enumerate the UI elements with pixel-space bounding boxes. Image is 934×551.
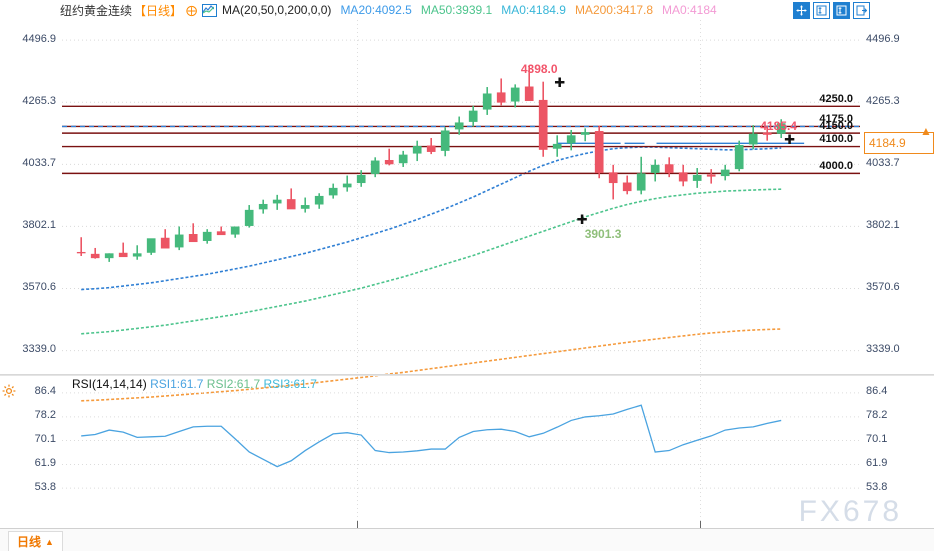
hline-label: 4000.0: [819, 159, 853, 172]
current-price-value: 4184.9: [869, 136, 906, 151]
shift-right-icon[interactable]: [853, 2, 870, 19]
price-tick-right: 3802.1: [866, 218, 900, 231]
x-tick-mark: [357, 521, 359, 531]
rsi-tick-left: 70.1: [34, 433, 56, 445]
price-tick-right: 4265.3: [866, 94, 900, 107]
crosshair-icon[interactable]: ⨁: [186, 4, 198, 17]
price-up-arrow-icon: ▲: [920, 124, 932, 139]
price-tick-left: 3570.6: [22, 281, 56, 294]
rsi-tick-right: 53.8: [866, 480, 888, 493]
watermark: FX678: [798, 495, 902, 528]
period-label: 【日线】: [134, 3, 183, 18]
ma0-pink-value: MA0:4184: [662, 3, 717, 17]
settings-sun-icon[interactable]: [2, 384, 16, 398]
rsi-series: [62, 376, 860, 528]
price-tick-right: 3339.0: [866, 343, 900, 356]
rsi-tick-left: 86.4: [34, 385, 56, 398]
period-chip[interactable]: 日线 ▲: [8, 531, 63, 551]
high-annotation: 4398.0: [520, 62, 558, 77]
price-tick-right: 4496.9: [866, 32, 900, 45]
rsi-plot-area[interactable]: [62, 376, 860, 528]
scale-left-icon[interactable]: [813, 2, 830, 19]
rsi-tick-right: 61.9: [866, 456, 888, 469]
low-marker-icon: ✚: [576, 212, 588, 228]
last-price-annotation: 4185.4: [760, 119, 797, 134]
rsi-tick-left: 53.8: [34, 480, 56, 493]
price-pane[interactable]: 4496.9 4265.3 4033.7 3802.1 3570.6 3339.0 449…: [0, 20, 934, 402]
price-tick-right: 3570.6: [866, 281, 900, 294]
price-tick-right: 4033.7: [866, 156, 900, 169]
candlestick-series: [62, 20, 860, 402]
four-arrows-icon[interactable]: [793, 2, 810, 19]
x-tick-mark: [700, 521, 702, 531]
hline-label: 4250.0: [819, 92, 853, 105]
rsi-title: RSI(14,14,14): [72, 377, 147, 391]
rsi-tick-right: 70.1: [866, 433, 888, 445]
rsi-tick-right: 78.2: [866, 409, 888, 422]
rsi-pane[interactable]: RSI(14,14,14) RSI1:61.7 RSI2:61.7 RSI3:6…: [0, 376, 934, 528]
ma50-value: MA50:3939.1: [420, 3, 493, 17]
rsi3-value: RSI3:61.7: [263, 377, 317, 391]
price-tick-left: 4496.9: [22, 32, 56, 45]
price-tick-left: 4033.7: [22, 156, 56, 169]
period-chip-arrow-icon: ▲: [45, 536, 54, 547]
rsi2-value: RSI2:61.7: [206, 377, 261, 391]
chart-header: 纽约黄金连续 【日线】 ⨁ MA(20,50,0,200,0,0) MA20:4…: [0, 0, 934, 20]
hline-label: 4175.0: [819, 112, 853, 125]
hline-label: 4100.0: [819, 133, 853, 146]
chart-toolbar: [793, 2, 870, 19]
ma0-value: MA0:4184.9: [501, 3, 566, 17]
price-plot-area[interactable]: [62, 20, 860, 402]
rsi-tick-right: 86.4: [866, 385, 888, 398]
scale-right-icon[interactable]: [833, 2, 850, 19]
ma-formula: MA(20,50,0,200,0,0): [222, 3, 332, 17]
price-tick-left: 4265.3: [22, 94, 56, 107]
symbol-name: 纽约黄金连续: [60, 3, 133, 18]
high-marker-icon: ✚: [554, 75, 566, 91]
rsi-pane-top-border: [0, 375, 934, 376]
ma200-value: MA200:3417.8: [574, 3, 653, 17]
rsi1-value: RSI1:61.7: [150, 377, 204, 391]
last-marker-icon: ✚: [784, 132, 796, 148]
ma20-value: MA20:4092.5: [340, 3, 412, 17]
rsi-tick-left: 78.2: [34, 409, 56, 422]
low-annotation: 3901.3: [584, 227, 622, 242]
pane-divider: [0, 374, 934, 375]
rsi-header: RSI(14,14,14) RSI1:61.7 RSI2:61.7 RSI3:6…: [72, 377, 317, 391]
rsi-tick-left: 61.9: [34, 456, 56, 469]
hline-label: 4150.0: [819, 119, 853, 132]
price-tick-left: 3339.0: [22, 343, 56, 356]
indicator-thumb-icon[interactable]: [202, 3, 218, 17]
status-bar: 日线 ▲: [0, 528, 934, 551]
price-tick-left: 3802.1: [22, 218, 56, 231]
current-price-badge: 4184.9: [864, 132, 934, 155]
period-chip-label: 日线: [17, 535, 42, 549]
